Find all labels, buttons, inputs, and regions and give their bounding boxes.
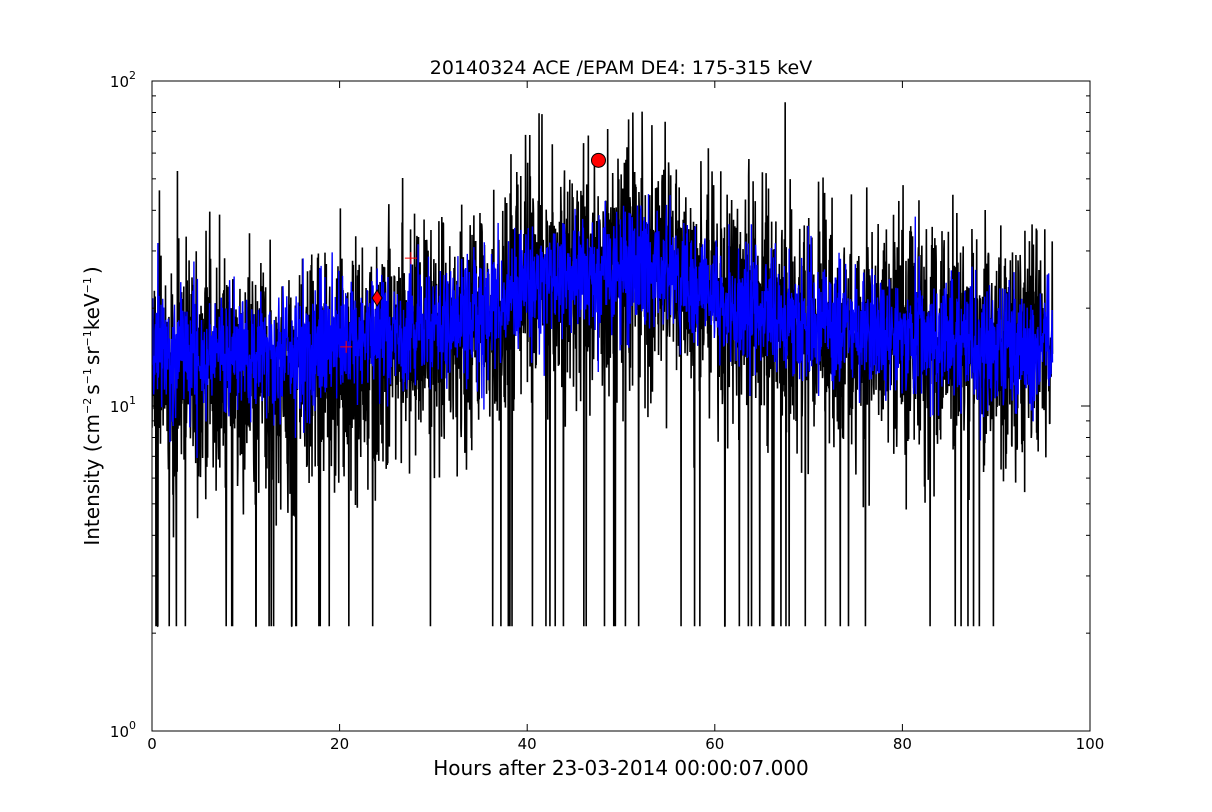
y-label-suffix: ) (80, 266, 104, 274)
y-label-exp-sr: −1 (81, 330, 94, 346)
y-label-kev: keV (80, 293, 104, 330)
x-tick-label: 100 (1076, 735, 1105, 753)
y-label-s: s (80, 384, 104, 394)
x-tick-label: 60 (705, 735, 724, 753)
y-label-exp-s: −1 (81, 368, 94, 384)
chart-title: 20140324 ACE /EPAM DE4: 175-315 keV (430, 57, 812, 79)
x-tick-label: 40 (518, 735, 537, 753)
y-label-sr: sr (80, 346, 104, 365)
x-tick-label: 20 (330, 735, 349, 753)
marker-circle (591, 153, 605, 167)
y-label-exp-kev: −1 (81, 277, 94, 293)
x-axis-label: Hours after 23-03-2014 00:00:07.000 (433, 756, 809, 780)
x-tick-label: 80 (893, 735, 912, 753)
x-tick-label: 0 (147, 735, 157, 753)
y-label-prefix: Intensity (cm (80, 414, 104, 546)
y-label-exp-cm: −2 (81, 398, 94, 414)
